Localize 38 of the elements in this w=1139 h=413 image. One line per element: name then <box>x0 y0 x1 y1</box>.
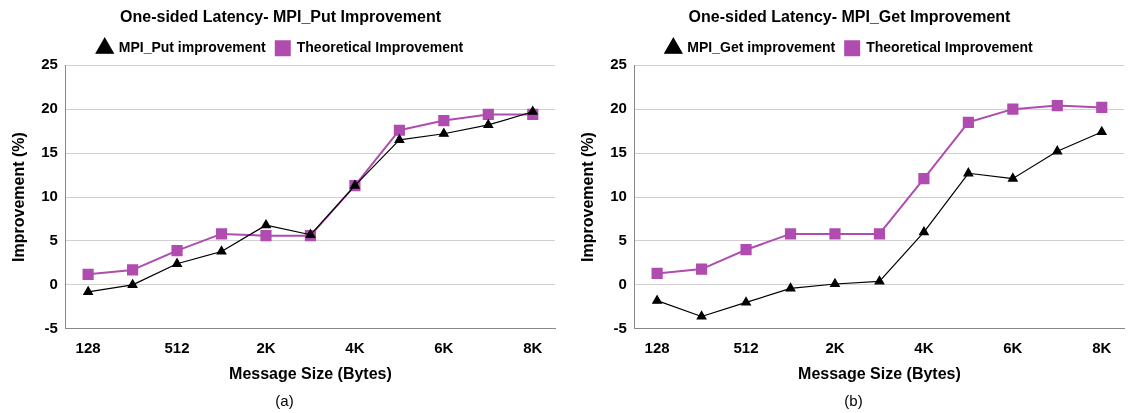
x-tick-label: 4K <box>345 338 365 356</box>
y-tick-label: 0 <box>49 275 58 293</box>
x-tick-label: 128 <box>644 338 670 356</box>
y-tick-label: -5 <box>44 318 58 336</box>
x-axis-title: Message Size (Bytes) <box>798 364 961 382</box>
legend-label: MPI_Get improvement <box>687 39 836 56</box>
y-tick-label: -5 <box>613 318 627 336</box>
text: (b) <box>843 392 864 409</box>
chart-title: One-sided Latency- MPI_Get Improvement <box>688 8 1012 26</box>
y-axis-title: Improvement (%) <box>579 132 597 262</box>
text: (a) <box>274 392 295 409</box>
x-tick-label: 512 <box>164 338 190 356</box>
y-tick-label: 20 <box>610 99 627 117</box>
y-tick-label: 10 <box>41 187 58 205</box>
y-tick-label: 15 <box>610 143 627 161</box>
x-tick-label: 512 <box>733 338 759 356</box>
x-tick-label: 2K <box>256 338 276 356</box>
x-tick-label: 6K <box>1003 338 1023 356</box>
x-axis-title: Message Size (Bytes) <box>229 364 392 382</box>
y-tick-label: 25 <box>41 55 58 73</box>
y-tick-label: 0 <box>618 275 627 293</box>
x-tick-label: 6K <box>434 338 454 356</box>
x-tick-label: 128 <box>75 338 101 356</box>
legend-label: Theoretical Improvement <box>296 39 464 56</box>
y-tick-label: 25 <box>610 55 627 73</box>
y-tick-label: 10 <box>610 187 627 205</box>
chart-title: One-sided Latency- MPI_Put Improvement <box>120 8 442 26</box>
y-tick-label: 20 <box>41 99 58 117</box>
y-axis-title: Improvement (%) <box>10 132 28 262</box>
legend-label: MPI_Put improvement <box>118 39 267 56</box>
x-tick-label: 8K <box>523 338 543 356</box>
y-tick-label: 5 <box>49 231 58 249</box>
x-tick-label: 8K <box>1092 338 1112 356</box>
legend-label: Theoretical Improvement <box>866 39 1033 56</box>
x-tick-label: 4K <box>914 338 934 356</box>
y-tick-label: 15 <box>41 143 58 161</box>
x-tick-label: 2K <box>825 338 845 356</box>
y-tick-label: 5 <box>618 231 627 249</box>
